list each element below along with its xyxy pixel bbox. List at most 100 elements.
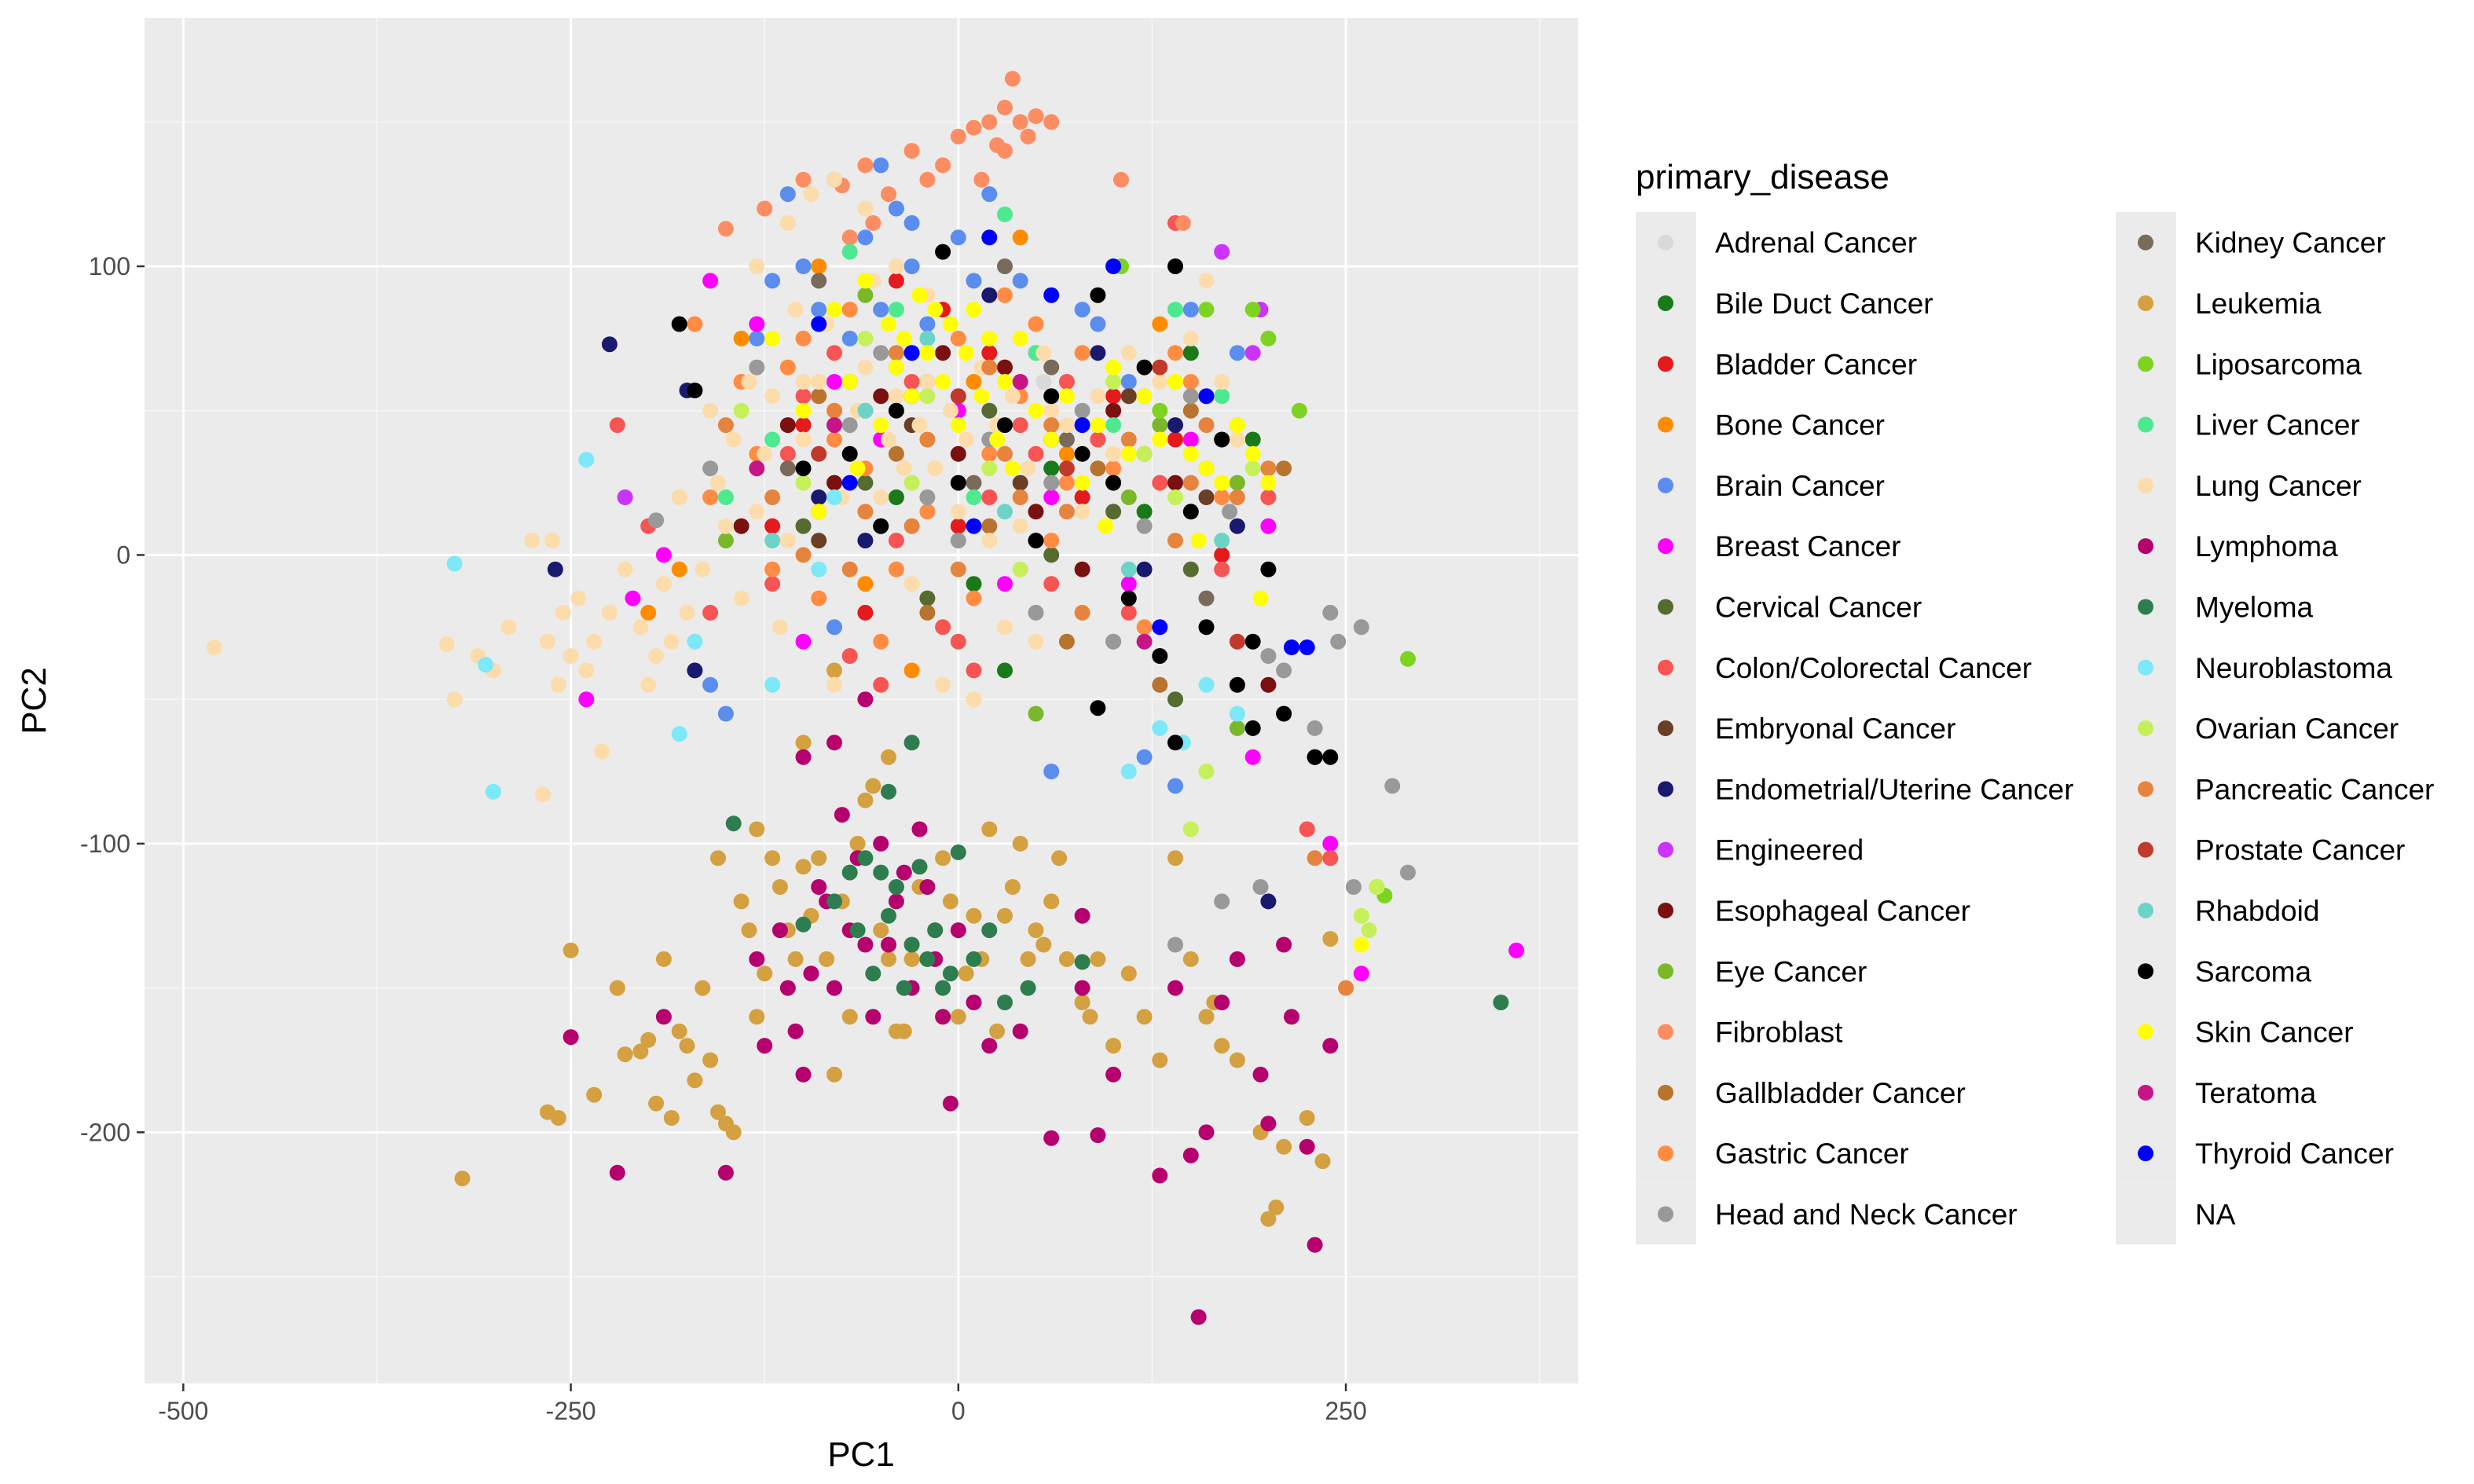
data-point (1058, 951, 1075, 967)
data-point (764, 676, 781, 693)
data-point (888, 533, 904, 549)
data-point (1244, 749, 1261, 765)
data-point (981, 533, 998, 549)
data-point (1314, 1153, 1331, 1170)
data-point (1182, 561, 1199, 577)
data-point (578, 452, 595, 468)
data-point (1152, 1167, 1168, 1184)
data-point (1012, 374, 1028, 390)
data-point (1338, 980, 1354, 996)
legend-label: Fibroblast (1715, 1017, 1843, 1049)
data-point (749, 460, 765, 477)
x-tick-label: -250 (546, 1397, 596, 1425)
data-point (997, 206, 1013, 222)
data-point (1214, 995, 1230, 1010)
data-point (779, 445, 796, 462)
data-point (966, 119, 982, 136)
data-point (1028, 633, 1044, 650)
legend-label: Cervical Cancer (1715, 591, 1922, 623)
data-point (1012, 1023, 1028, 1039)
data-point (749, 951, 765, 967)
data-point (927, 302, 944, 318)
data-point (1182, 345, 1199, 361)
data-point (903, 374, 920, 390)
data-point (1152, 402, 1168, 419)
data-point (1012, 330, 1028, 346)
data-point (1105, 1066, 1122, 1083)
legend-marker (1658, 599, 1673, 615)
legend-marker (1658, 902, 1673, 918)
data-point (1244, 431, 1261, 448)
data-point (841, 864, 858, 881)
data-point (1260, 460, 1277, 477)
data-point (1299, 821, 1315, 837)
data-point (1229, 951, 1245, 967)
legend-label: Lung Cancer (2195, 470, 2362, 502)
data-point (1244, 302, 1261, 318)
data-point (795, 749, 812, 765)
data-point (702, 273, 719, 289)
data-point (935, 157, 951, 174)
data-point (911, 287, 928, 303)
data-point (1120, 604, 1137, 621)
data-point (1058, 460, 1075, 477)
legend-label: Neuroblastoma (2195, 652, 2392, 684)
data-point (1260, 1211, 1277, 1227)
data-point (586, 633, 603, 650)
data-point (1051, 850, 1068, 867)
data-point (702, 604, 719, 621)
data-point (779, 186, 796, 203)
data-point (942, 893, 958, 910)
data-point (826, 676, 842, 693)
data-point (1074, 980, 1090, 996)
data-point (795, 916, 812, 933)
data-point (795, 859, 812, 875)
data-point (927, 922, 944, 939)
data-point (594, 743, 610, 760)
data-point (966, 662, 982, 679)
legend-title: primary_disease (1636, 158, 1889, 196)
data-point (710, 1104, 726, 1120)
data-point (1167, 475, 1183, 491)
data-point (1198, 764, 1215, 779)
data-point (989, 431, 1006, 448)
legend-label: Teratoma (2195, 1077, 2317, 1109)
legend-label: Gallbladder Cancer (1715, 1077, 1966, 1109)
data-point (1322, 850, 1339, 867)
y-axis-title: PC2 (15, 667, 53, 735)
data-point (1214, 475, 1230, 491)
data-point (1299, 1110, 1315, 1126)
data-point (811, 590, 827, 606)
data-point (1152, 431, 1168, 448)
legend-label: Myeloma (2195, 591, 2314, 623)
data-point (795, 735, 812, 751)
data-point (1214, 431, 1230, 448)
legend-label: Breast Cancer (1715, 530, 1901, 562)
data-point (919, 330, 936, 346)
legend-label: Eye Cancer (1715, 955, 1867, 988)
data-point (1090, 1127, 1106, 1143)
data-point (997, 258, 1013, 274)
data-point (446, 691, 463, 708)
data-point (550, 1110, 566, 1126)
data-point (1167, 489, 1183, 505)
data-point (757, 1038, 773, 1054)
data-point (795, 633, 812, 650)
data-point (749, 258, 765, 274)
data-point (717, 705, 734, 722)
data-point (888, 561, 904, 577)
data-point (1330, 633, 1347, 650)
legend-label: Sarcoma (2195, 955, 2311, 988)
data-point (795, 258, 812, 274)
data-point (1182, 330, 1199, 346)
data-point (873, 157, 889, 174)
data-point (1322, 1038, 1339, 1054)
data-point (1136, 619, 1153, 636)
data-point (803, 186, 819, 203)
data-point (1152, 475, 1168, 491)
data-point (1090, 345, 1106, 361)
data-point (888, 200, 904, 217)
data-point (997, 995, 1013, 1010)
data-point (966, 273, 982, 289)
data-point (1198, 676, 1215, 693)
